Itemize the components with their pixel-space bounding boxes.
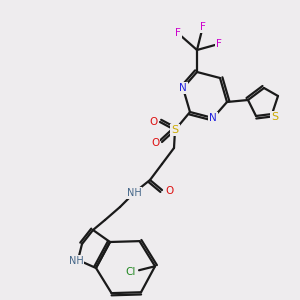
Text: O: O	[151, 138, 159, 148]
Text: N: N	[209, 113, 217, 123]
Text: N: N	[179, 83, 187, 93]
Text: O: O	[165, 186, 173, 196]
Text: NH: NH	[69, 256, 83, 266]
Text: F: F	[200, 22, 206, 32]
Text: NH: NH	[127, 188, 141, 198]
Text: F: F	[216, 39, 222, 49]
Text: O: O	[149, 117, 157, 127]
Text: S: S	[171, 125, 178, 135]
Text: S: S	[272, 112, 279, 122]
Text: Cl: Cl	[126, 267, 136, 277]
Text: F: F	[175, 28, 181, 38]
